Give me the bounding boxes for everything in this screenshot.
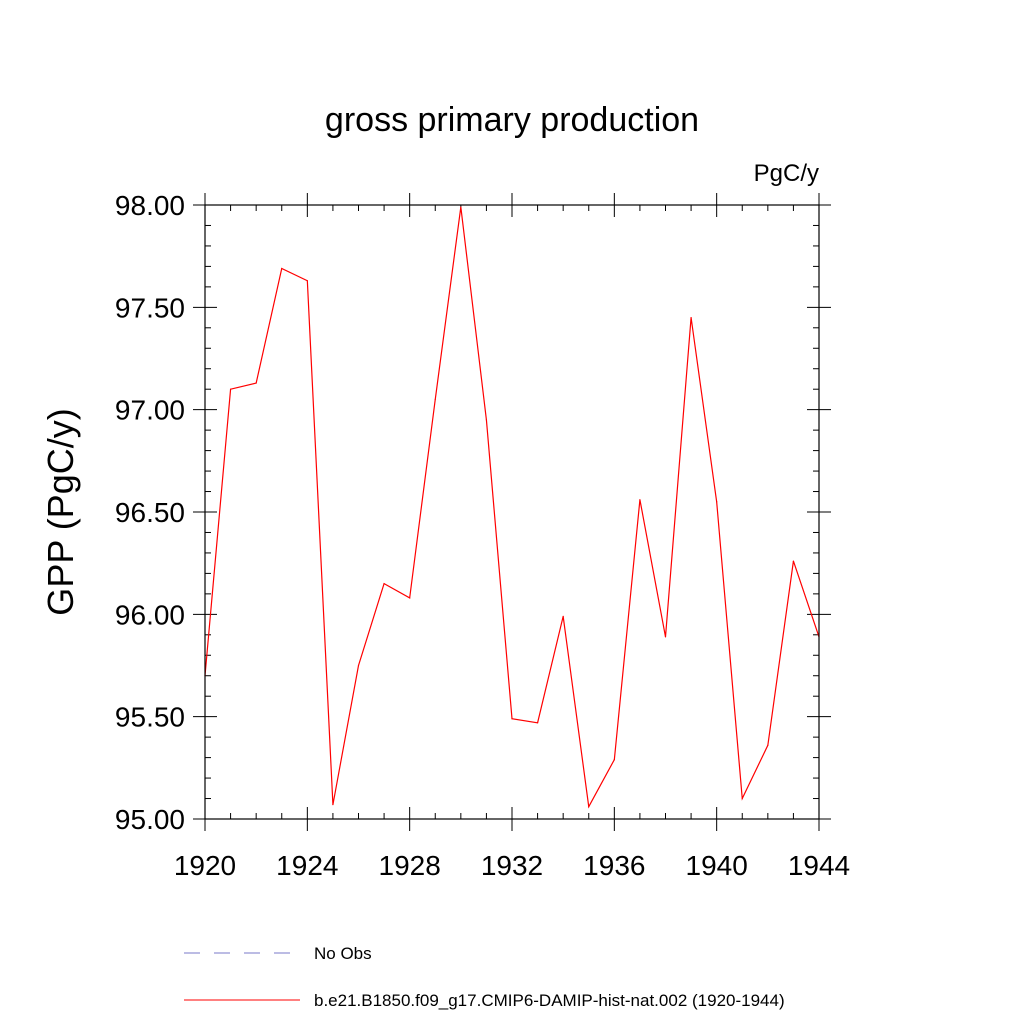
data-point [511,718,513,720]
data-point [409,597,411,599]
y-tick-label: 95.50 [115,702,185,733]
data-point [357,664,360,667]
data-point [460,206,462,208]
series-layer [204,206,820,809]
data-point [434,398,436,401]
data-point [281,267,283,270]
data-point [332,804,334,806]
y-tick-label: 97.00 [115,395,185,426]
data-point [664,636,667,638]
x-tick-label: 1944 [788,850,850,881]
y-tick-labels: 95.00 95.50 96.00 96.50 97.00 97.50 98.00 [115,190,185,835]
data-point [485,419,488,421]
data-point [536,722,539,724]
data-point [306,280,308,282]
chart-title: gross primary production [325,101,699,139]
y-tick-label: 96.50 [115,497,185,528]
x-tick-label: 1932 [481,850,543,881]
y-tick-label: 96.00 [115,599,185,630]
legend-label: b.e21.B1850.f09_g17.CMIP6-DAMIP-hist-nat… [314,991,785,1010]
data-point [229,388,232,390]
data-point [613,759,615,761]
data-point [741,797,743,800]
data-point [255,382,257,384]
plot-frame [204,204,820,820]
x-tick-label: 1936 [583,850,645,881]
y-tick-label: 98.00 [115,190,185,221]
data-point [562,615,564,617]
y-tick-label: 95.00 [115,804,185,835]
units-label: PgC/y [754,160,819,187]
data-point [383,583,385,585]
x-tick-label: 1940 [686,850,748,881]
data-point [716,501,718,503]
legend-label: No Obs [314,944,372,963]
x-tick-label: 1920 [174,850,236,881]
y-tick-label: 97.50 [115,292,185,323]
data-point [767,744,769,746]
data-point [792,560,795,562]
x-tick-labels: 1920 1924 1928 1932 1936 1940 1944 [174,850,850,881]
data-point [639,499,641,501]
axis-ticks [193,193,831,831]
y-axis-label: GPP (PgC/y) [40,408,81,615]
x-tick-label: 1928 [379,850,441,881]
series-line [204,206,820,809]
data-point [690,316,692,319]
legend: No Obs b.e21.B1850.f09_g17.CMIP6-DAMIP-hi… [184,944,785,1010]
x-tick-label: 1924 [276,850,338,881]
data-point [588,806,590,808]
